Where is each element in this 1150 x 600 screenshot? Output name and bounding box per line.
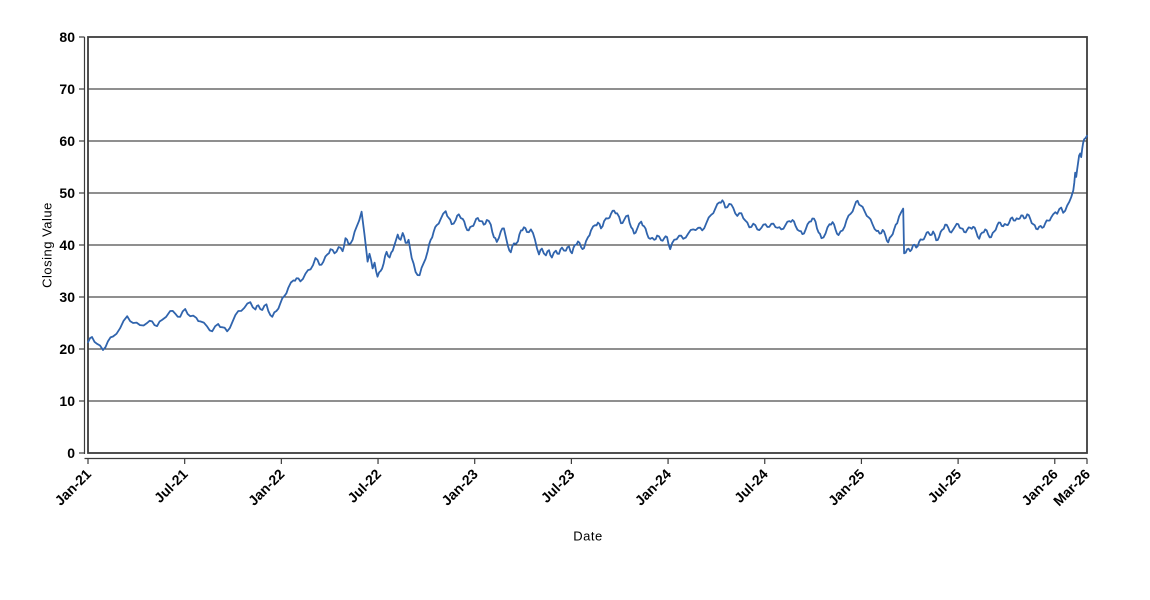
x-tick-label: Jul-21	[151, 466, 191, 506]
x-tick-label: Jul-24	[731, 466, 771, 506]
y-tick-label: 70	[59, 81, 75, 97]
x-tick-label: Jan-21	[51, 466, 94, 509]
x-tick-label: Jul-22	[344, 466, 384, 506]
y-tick-label: 10	[59, 393, 75, 409]
y-tick-label: 80	[59, 29, 75, 45]
y-tick-label: 0	[67, 445, 75, 461]
y-axis-title: Closing Value	[39, 202, 55, 288]
y-tick-label: 40	[59, 237, 75, 253]
x-tick-label: Mar-26	[1050, 466, 1093, 509]
y-tick-label: 50	[59, 185, 75, 201]
closing-value-series-line	[87, 134, 1088, 351]
y-tick-label: 60	[59, 133, 75, 149]
x-axis-title: Date	[573, 528, 603, 544]
x-tick-label: Jan-24	[632, 466, 675, 509]
x-tick-label: Jul-25	[924, 466, 964, 506]
x-tick-label: Jul-23	[538, 466, 578, 506]
x-tick-label: Jan-22	[245, 466, 288, 509]
plot-border	[87, 36, 1088, 454]
y-tick-label: 20	[59, 341, 75, 357]
y-tick-label: 30	[59, 289, 75, 305]
x-tick-label: Jan-25	[825, 466, 868, 509]
x-tick-label: Jan-23	[438, 466, 481, 509]
